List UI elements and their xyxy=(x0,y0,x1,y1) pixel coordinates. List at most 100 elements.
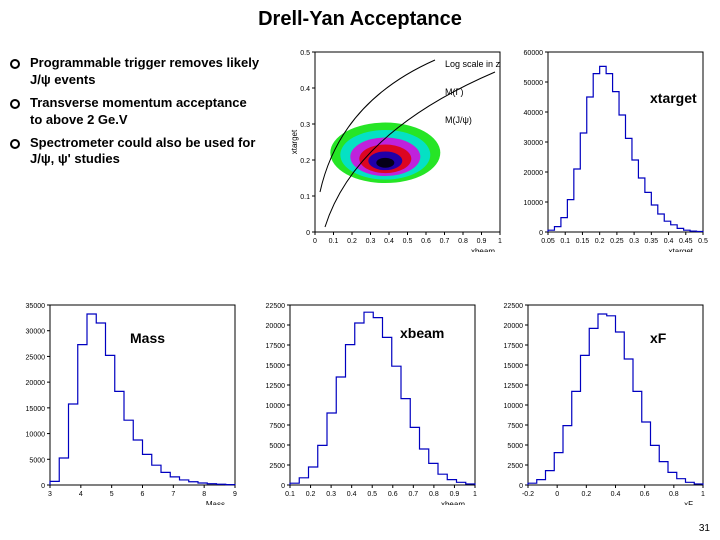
svg-text:0.15: 0.15 xyxy=(576,238,590,245)
svg-text:0.2: 0.2 xyxy=(300,158,310,165)
svg-text:3: 3 xyxy=(48,491,52,498)
svg-text:20000: 20000 xyxy=(266,323,286,330)
svg-text:xF: xF xyxy=(684,500,693,505)
svg-text:Log scale in z: Log scale in z xyxy=(445,59,501,69)
svg-text:0.5: 0.5 xyxy=(367,491,377,498)
svg-text:0.4: 0.4 xyxy=(664,238,674,245)
svg-text:10000: 10000 xyxy=(26,432,46,439)
svg-text:0: 0 xyxy=(41,483,45,490)
svg-text:0.2: 0.2 xyxy=(595,238,605,245)
svg-text:12500: 12500 xyxy=(266,383,286,390)
svg-text:0.6: 0.6 xyxy=(388,491,398,498)
svg-text:0.3: 0.3 xyxy=(326,491,336,498)
svg-text:0.6: 0.6 xyxy=(640,491,650,498)
plot-label: xtarget xyxy=(650,90,697,106)
svg-text:0.1: 0.1 xyxy=(329,238,339,245)
svg-text:0: 0 xyxy=(539,230,543,237)
svg-text:0.1: 0.1 xyxy=(285,491,295,498)
svg-text:5: 5 xyxy=(110,491,114,498)
svg-text:5000: 5000 xyxy=(269,443,285,450)
svg-text:10000: 10000 xyxy=(266,403,286,410)
bullet-item: Transverse momentum acceptance to above … xyxy=(10,95,260,129)
plot-label: xF xyxy=(650,330,666,346)
svg-text:M(J/ψ): M(J/ψ) xyxy=(445,115,472,125)
svg-text:0.4: 0.4 xyxy=(347,491,357,498)
svg-text:0.8: 0.8 xyxy=(458,238,468,245)
svg-text:7500: 7500 xyxy=(507,423,523,430)
histogram-xbeam: 0250050007500100001250015000175002000022… xyxy=(260,295,480,505)
svg-text:xbeam: xbeam xyxy=(471,247,495,252)
svg-text:0.9: 0.9 xyxy=(477,238,487,245)
svg-text:0.4: 0.4 xyxy=(611,491,621,498)
svg-text:4: 4 xyxy=(79,491,83,498)
svg-text:10000: 10000 xyxy=(524,200,544,207)
svg-text:0.05: 0.05 xyxy=(541,238,555,245)
plot-label: xbeam xyxy=(400,325,444,341)
bullet-list: Programmable trigger removes likely J/ψ … xyxy=(10,55,260,174)
svg-text:0.9: 0.9 xyxy=(450,491,460,498)
svg-text:9: 9 xyxy=(233,491,237,498)
scatter-plot: 00.10.20.30.40.500.10.20.30.40.50.60.70.… xyxy=(285,42,505,252)
svg-text:1: 1 xyxy=(498,238,502,245)
svg-text:0.5: 0.5 xyxy=(403,238,413,245)
svg-text:0.35: 0.35 xyxy=(645,238,659,245)
svg-text:25000: 25000 xyxy=(26,354,46,361)
bullet-text: Programmable trigger removes likely J/ψ … xyxy=(30,55,260,89)
svg-text:7: 7 xyxy=(171,491,175,498)
svg-text:20000: 20000 xyxy=(504,323,524,330)
bullet-text: Transverse momentum acceptance to above … xyxy=(30,95,260,129)
svg-text:M(Γ): M(Γ) xyxy=(445,87,463,97)
histogram-xF: 0250050007500100001250015000175002000022… xyxy=(500,295,710,505)
svg-text:0.25: 0.25 xyxy=(610,238,624,245)
plot-label: Mass xyxy=(130,330,165,346)
page-number: 31 xyxy=(699,523,710,534)
svg-text:0.4: 0.4 xyxy=(300,86,310,93)
svg-text:xtarget: xtarget xyxy=(669,247,694,252)
svg-text:60000: 60000 xyxy=(524,50,544,57)
svg-text:40000: 40000 xyxy=(524,110,544,117)
svg-text:50000: 50000 xyxy=(524,80,544,87)
bullet-icon xyxy=(10,139,20,149)
svg-text:17500: 17500 xyxy=(504,343,524,350)
svg-text:20000: 20000 xyxy=(524,170,544,177)
svg-text:17500: 17500 xyxy=(266,343,286,350)
svg-text:2500: 2500 xyxy=(507,463,523,470)
svg-text:35000: 35000 xyxy=(26,303,46,310)
svg-text:0.8: 0.8 xyxy=(669,491,679,498)
bullet-item: Programmable trigger removes likely J/ψ … xyxy=(10,55,260,89)
bullet-icon xyxy=(10,59,20,69)
svg-text:1: 1 xyxy=(473,491,477,498)
svg-text:xtarget: xtarget xyxy=(290,129,299,154)
svg-text:0.8: 0.8 xyxy=(429,491,439,498)
svg-text:0.45: 0.45 xyxy=(679,238,693,245)
svg-text:5000: 5000 xyxy=(29,457,45,464)
svg-text:-0.2: -0.2 xyxy=(522,491,534,498)
svg-text:22500: 22500 xyxy=(504,303,524,310)
svg-text:0: 0 xyxy=(555,491,559,498)
svg-text:0.6: 0.6 xyxy=(421,238,431,245)
svg-text:0.2: 0.2 xyxy=(347,238,357,245)
svg-text:1: 1 xyxy=(701,491,705,498)
svg-text:10000: 10000 xyxy=(504,403,524,410)
svg-text:0.5: 0.5 xyxy=(698,238,708,245)
svg-text:0.7: 0.7 xyxy=(440,238,450,245)
svg-text:xbeam: xbeam xyxy=(441,500,465,505)
svg-text:0.4: 0.4 xyxy=(384,238,394,245)
svg-text:0.1: 0.1 xyxy=(560,238,570,245)
svg-text:12500: 12500 xyxy=(504,383,524,390)
svg-text:20000: 20000 xyxy=(26,380,46,387)
svg-text:15000: 15000 xyxy=(266,363,286,370)
svg-text:0.3: 0.3 xyxy=(629,238,639,245)
histogram-xtarget: 0 10000 20000 30000 40000 50000 60000 0.05 0.1 0.… xyxy=(520,42,710,252)
svg-text:0.2: 0.2 xyxy=(306,491,316,498)
svg-text:0.7: 0.7 xyxy=(408,491,418,498)
svg-text:15000: 15000 xyxy=(26,406,46,413)
svg-text:0.1: 0.1 xyxy=(300,194,310,201)
svg-text:22500: 22500 xyxy=(266,303,286,310)
svg-text:30000: 30000 xyxy=(524,140,544,147)
svg-text:0: 0 xyxy=(313,238,317,245)
svg-text:15000: 15000 xyxy=(504,363,524,370)
svg-text:6: 6 xyxy=(141,491,145,498)
svg-text:8: 8 xyxy=(202,491,206,498)
svg-text:0: 0 xyxy=(519,483,523,490)
